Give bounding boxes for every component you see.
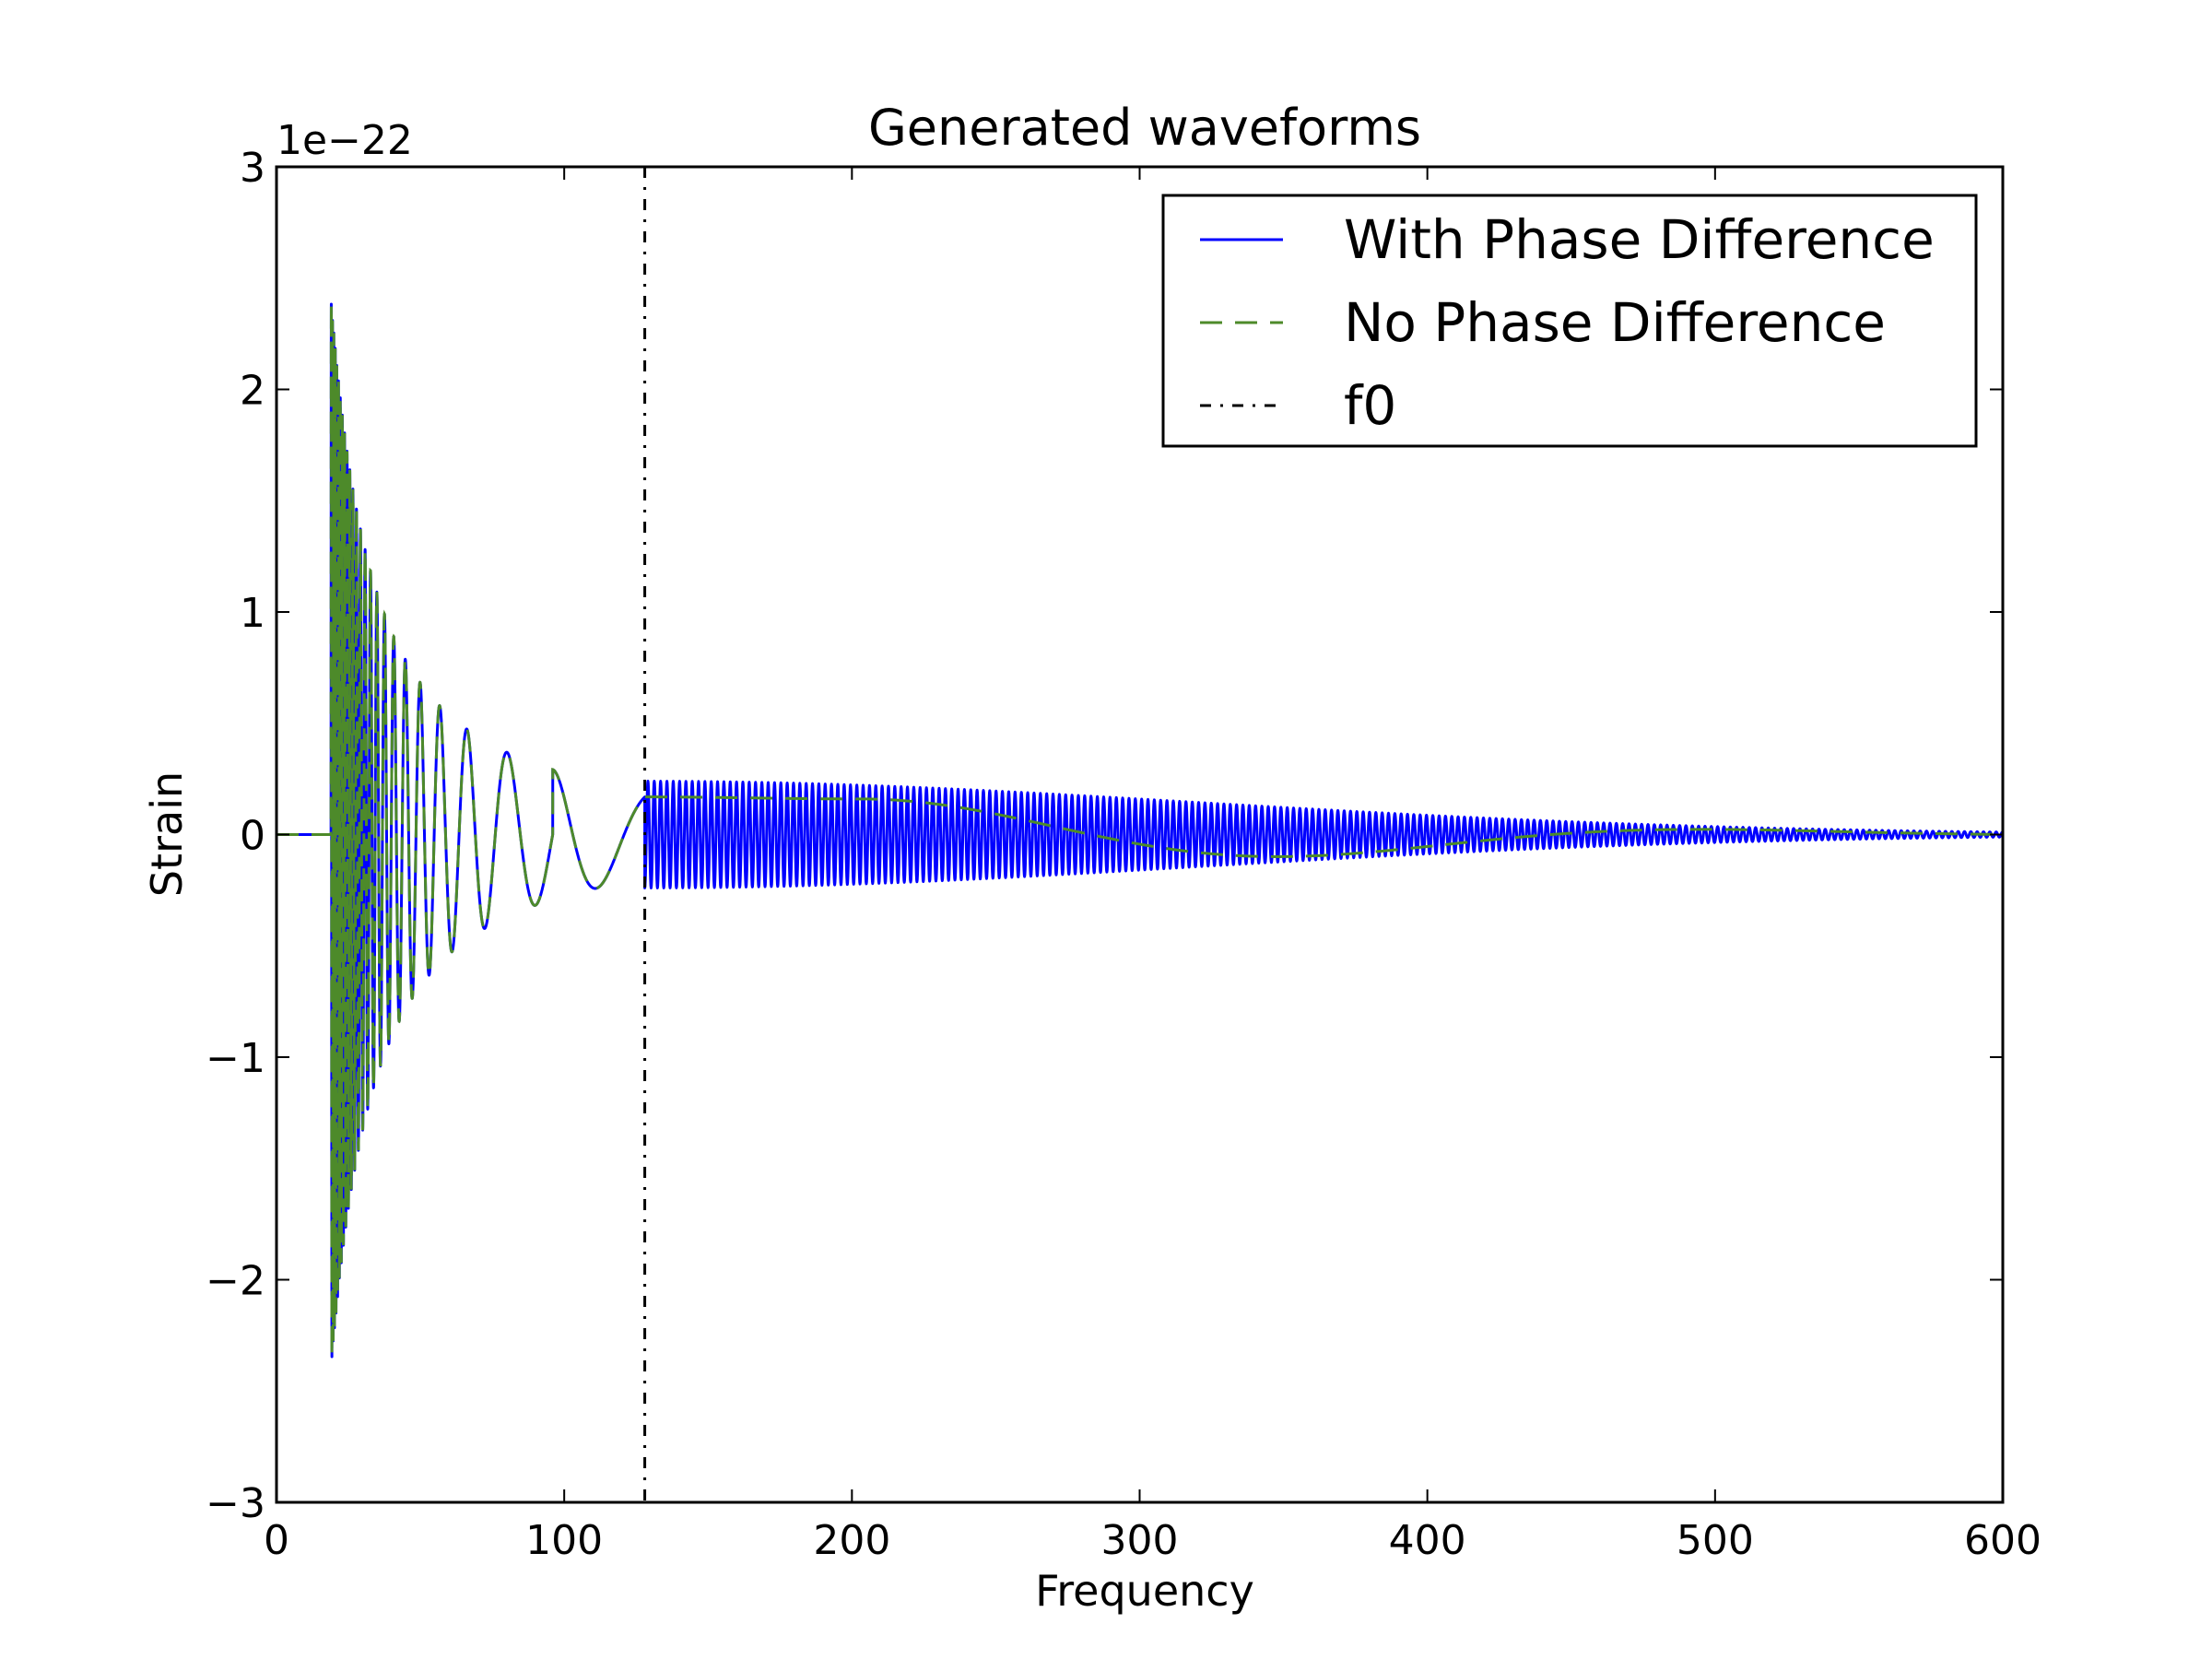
series-line-no-phase-difference (276, 303, 2003, 1358)
x-tick-label: 500 (1677, 1517, 1754, 1564)
y-tick-label: 0 (240, 813, 265, 860)
series-layer (276, 167, 2003, 1502)
x-tick-label: 400 (1389, 1517, 1466, 1564)
y-tick-label: 3 (240, 145, 265, 192)
legend: With Phase Difference No Phase Differenc… (1161, 194, 1978, 448)
legend-frame (1161, 194, 1978, 448)
y-tick-label: −1 (206, 1035, 265, 1082)
legend-label-f0: f0 (1344, 374, 1396, 437)
tick-layer: 0 100 200 300 400 500 600 −3 −2 −1 0 1 2 3 (206, 145, 2041, 1564)
y-tick-label: −3 (206, 1480, 265, 1527)
y-axis-label: Strain (142, 771, 192, 897)
y-tick-label: 2 (240, 368, 265, 415)
y-tick-label: 1 (240, 590, 265, 637)
x-axis-label: Frequency (1035, 1566, 1254, 1616)
series-line-with-phase-difference (276, 302, 2003, 1359)
x-tick-label: 200 (813, 1517, 890, 1564)
legend-label-no-phase: No Phase Difference (1344, 291, 1886, 354)
x-tick-label: 100 (525, 1517, 603, 1564)
chart-title: Generated waveforms (868, 99, 1421, 157)
y-offset-label: 1e−22 (276, 117, 413, 164)
x-tick-label: 0 (264, 1517, 289, 1564)
y-tick-label: −2 (206, 1258, 265, 1305)
x-tick-label: 600 (1964, 1517, 2041, 1564)
x-tick-label: 300 (1101, 1517, 1179, 1564)
legend-label-with-phase: With Phase Difference (1344, 208, 1935, 271)
